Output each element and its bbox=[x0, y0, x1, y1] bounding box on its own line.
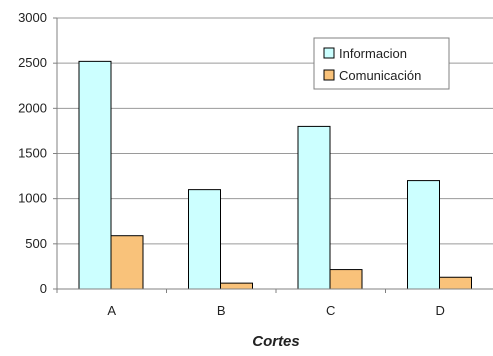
bar-A-comunicacion bbox=[110, 235, 144, 290]
x-category-label: A bbox=[107, 303, 116, 318]
bar-D-comunicacion bbox=[439, 276, 472, 290]
y-tick-label: 2500 bbox=[18, 55, 47, 70]
legend-label-informacion: Informacion bbox=[339, 46, 407, 61]
legend: Informacion Comunicación bbox=[313, 37, 450, 90]
bar-C-comunicacion bbox=[329, 269, 363, 290]
x-category-label: D bbox=[436, 303, 445, 318]
bar-A-informacion bbox=[78, 60, 112, 290]
y-tick-label: 2000 bbox=[18, 100, 47, 115]
y-tick-label: 1500 bbox=[18, 146, 47, 161]
legend-box bbox=[313, 37, 450, 90]
x-axis-title: Cortes bbox=[252, 333, 300, 350]
bar-B-informacion bbox=[188, 189, 221, 290]
bars bbox=[78, 60, 472, 290]
bar-C-informacion bbox=[297, 125, 331, 290]
bar-D-informacion bbox=[407, 180, 440, 290]
x-axis-categories: A B C D bbox=[56, 289, 445, 318]
y-tick-label: 1000 bbox=[18, 191, 47, 206]
y-tick-label: 0 bbox=[40, 281, 47, 296]
bar-B-comunicacion bbox=[220, 282, 253, 290]
legend-swatch-informacion bbox=[323, 47, 335, 59]
x-category-label: C bbox=[326, 303, 335, 318]
y-tick-label: 3000 bbox=[18, 10, 47, 25]
legend-swatch-comunicacion bbox=[323, 69, 335, 81]
y-axis-ticks: 0 500 1000 1500 2000 2500 3000 bbox=[18, 10, 57, 296]
x-category-label: B bbox=[217, 303, 226, 318]
y-tick-label: 500 bbox=[25, 236, 47, 251]
legend-label-comunicacion: Comunicación bbox=[339, 68, 421, 83]
